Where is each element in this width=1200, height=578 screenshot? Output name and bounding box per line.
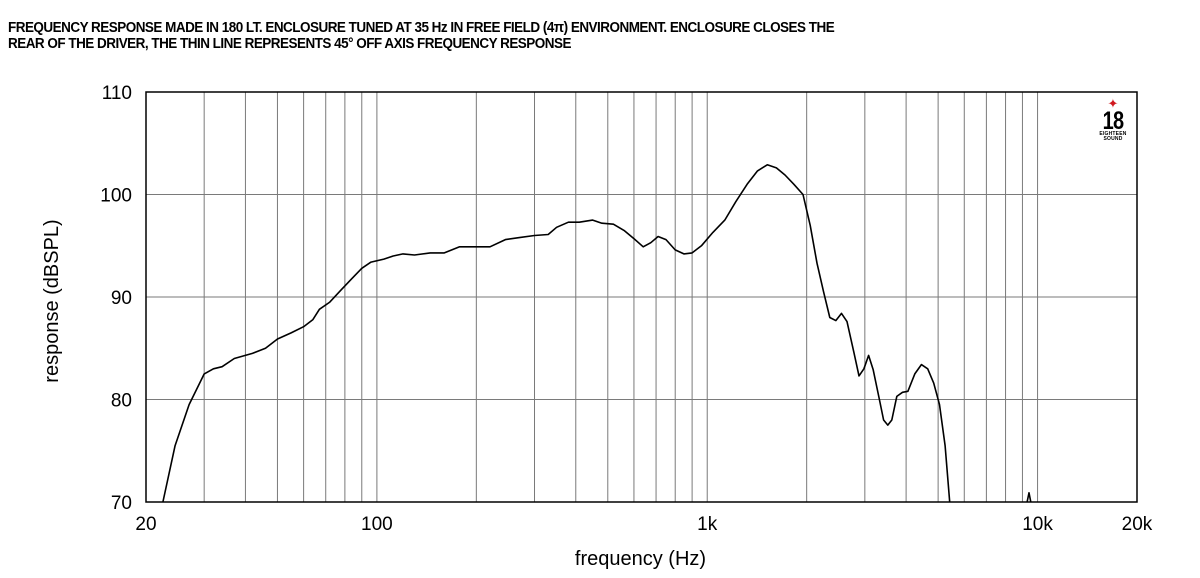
y-tick-label: 80 [111,391,132,412]
x-axis-label: frequency (Hz) [575,548,706,570]
chart-series [162,164,1032,503]
y-tick-label: 70 [111,493,132,514]
brand-logo: ✦ 18 EIGHTEEN SOUND [1096,96,1130,158]
caption-line-2: REAR OF THE DRIVER, THE THIN LINE REPRES… [8,36,571,52]
plot-frame [145,91,1138,503]
x-tick-label: 10k [1022,514,1053,535]
star-icon: ✦ [1107,96,1119,111]
logo-sub-2: SOUND [1103,136,1123,142]
chart-caption: FREQUENCY RESPONSE MADE IN 180 LT. ENCLO… [8,20,1110,52]
response-curve [162,164,951,503]
logo-mark: 18 [1102,107,1124,135]
caption-line-1: FREQUENCY RESPONSE MADE IN 180 LT. ENCLO… [8,20,835,36]
response-curve-fragment [1026,492,1032,503]
y-axis-label: response (dBSPL) [41,219,63,382]
x-tick-label: 1k [697,514,718,535]
x-tick-label: 20 [135,514,156,535]
logo-sub-1: EIGHTEEN [1099,131,1127,137]
x-tick-label: 20k [1122,514,1153,535]
y-tick-label: 90 [111,288,132,309]
x-tick-label: 100 [361,514,393,535]
y-tick-label: 110 [102,83,132,104]
y-tick-label: 100 [100,186,132,207]
chart-grid [146,92,1137,502]
tick-labels: 20 100 1k 10k 20k 70 80 90 100 110 [100,83,1153,535]
